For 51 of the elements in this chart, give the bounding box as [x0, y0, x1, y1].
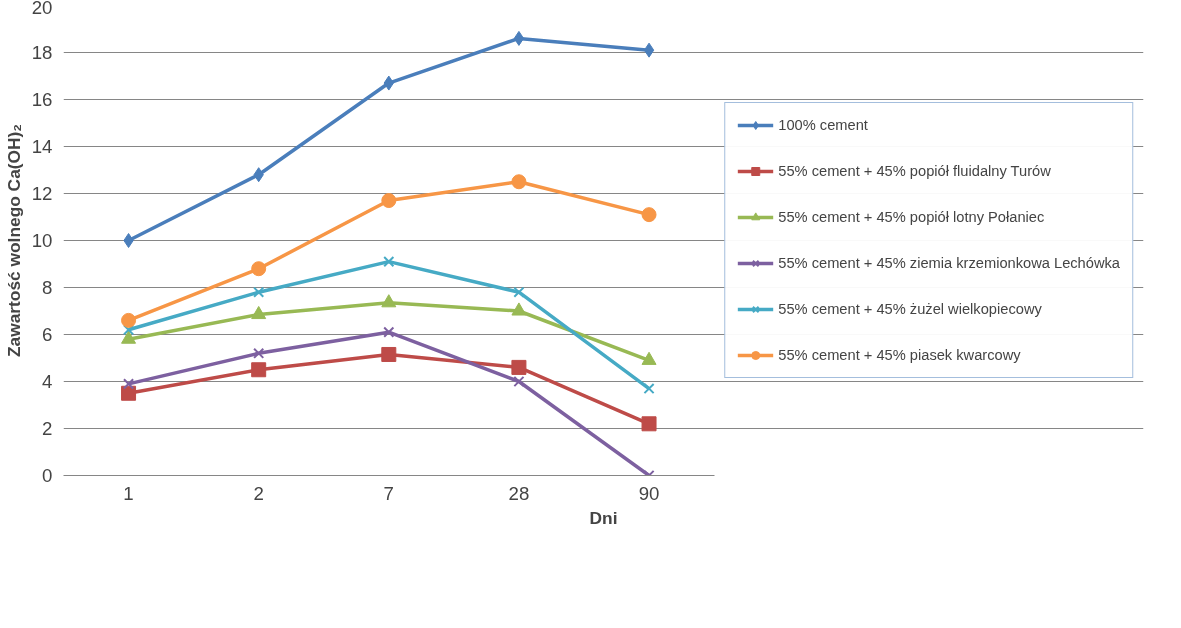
point — [251, 362, 267, 378]
legend-label: 55% cement + 45% piasek kwarcowy — [778, 347, 1021, 363]
x-tick-label: 7 — [383, 482, 394, 504]
point — [641, 351, 657, 365]
point — [253, 347, 265, 359]
point — [511, 302, 527, 316]
point — [643, 382, 655, 395]
y-axis-title: Zawartość wolnego Ca(OH)₂ — [3, 124, 24, 357]
legend-label: 55% cement + 45% popiół fluidalny Turów — [778, 163, 1051, 179]
x-tick-label: 28 — [508, 482, 530, 504]
point — [251, 261, 267, 277]
y-tick-label: 14 — [31, 136, 53, 157]
x-axis-title: Dni — [589, 507, 618, 528]
point — [513, 375, 525, 388]
point — [641, 416, 657, 432]
y-tick-label: 8 — [42, 277, 53, 298]
legend-label: 55% cement + 45% żużel wielkopiecowy — [778, 301, 1042, 317]
legend-label: 55% cement + 45% popiół lotny Połaniec — [778, 209, 1045, 225]
legend-label: 55% cement + 45% ziemia krzemionkowa Lechówka — [778, 255, 1120, 271]
x-tick-label: 90 — [638, 482, 660, 504]
y-tick-label: 12 — [31, 183, 53, 204]
y-tick-label: 20 — [31, 0, 53, 18]
point — [643, 42, 655, 58]
point — [121, 330, 137, 344]
point — [381, 193, 397, 209]
y-tick-label: 6 — [42, 324, 53, 345]
y-tick-label: 0 — [42, 465, 53, 486]
point — [251, 305, 267, 320]
point — [122, 378, 135, 390]
point — [383, 326, 395, 338]
point — [513, 30, 525, 46]
point — [123, 233, 134, 248]
y-tick-label: 4 — [42, 371, 53, 392]
point — [511, 359, 527, 375]
point — [513, 286, 525, 298]
y-tick-label: 2 — [42, 418, 53, 439]
x-tick-label: 2 — [253, 482, 264, 504]
point — [122, 324, 135, 336]
legend-label: 100% cement — [778, 117, 868, 133]
y-tick-label: 10 — [31, 230, 53, 251]
point — [253, 286, 265, 298]
point — [381, 346, 397, 362]
point — [121, 312, 137, 328]
y-tick-label: 18 — [31, 42, 53, 63]
x-tick-label: 1 — [123, 482, 134, 504]
point — [121, 385, 137, 401]
y-tick-label: 16 — [31, 89, 53, 110]
point — [381, 294, 397, 308]
point — [641, 207, 657, 223]
point — [383, 256, 395, 268]
point — [511, 174, 527, 190]
